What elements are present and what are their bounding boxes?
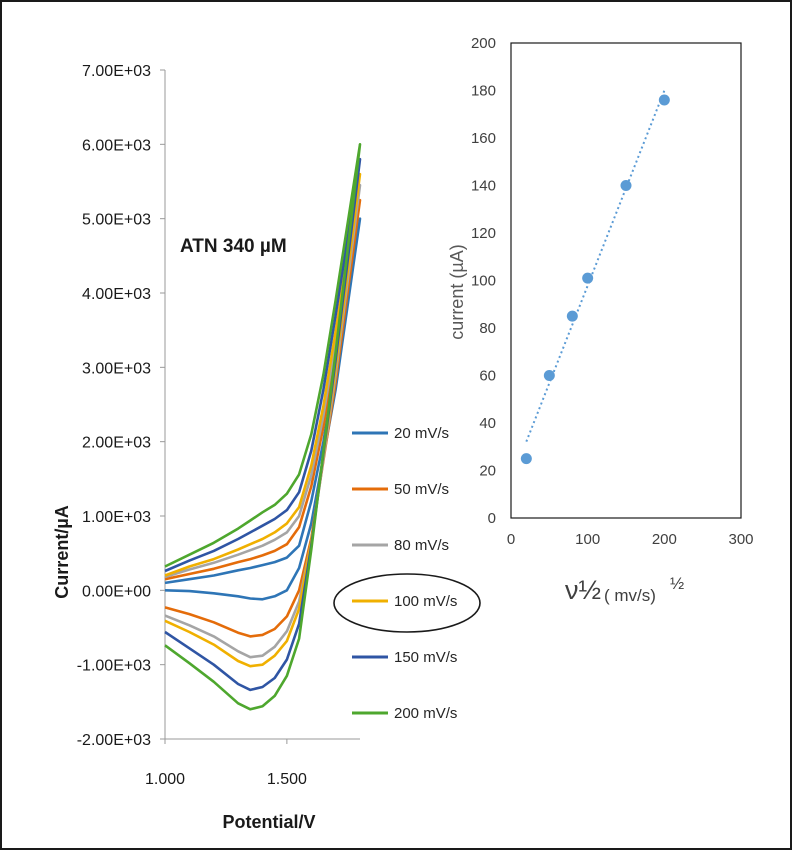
- cv-y-tick-label: 6.00E+03: [82, 137, 151, 154]
- cv-annotation: ATN 340 µM: [180, 236, 287, 257]
- cv-series-1: [164, 198, 362, 638]
- cv-y-tick-label: 4.00E+03: [82, 286, 151, 303]
- cv-legend-label: 200 mV/s: [394, 705, 457, 722]
- cv-y-tick-label: 0.00E+00: [82, 583, 151, 600]
- cv-x-tick-label: 1.000: [145, 771, 185, 788]
- cv-series-5: [164, 143, 362, 711]
- cv-legend-highlight-ellipse: [333, 573, 481, 633]
- cv-legend-label: 150 mV/s: [394, 649, 457, 666]
- cv-y-tick-label: -2.00E+03: [77, 732, 151, 749]
- cv-legend-label: 20 mV/s: [394, 425, 449, 442]
- cv-y-tick-label: 2.00E+03: [82, 435, 151, 452]
- cv-y-tick-label: 3.00E+03: [82, 360, 151, 377]
- cv-y-tick-label: 1.00E+03: [82, 509, 151, 526]
- cv-y-tick-label: 7.00E+03: [82, 63, 151, 80]
- cv-legend: 20 mV/s 50 mV/s 80 mV/s 100 mV/s 150 mV/s 200…: [333, 425, 481, 722]
- cv-y-axis-label: Current/µA: [52, 505, 72, 598]
- cv-legend-label: 100 mV/s: [394, 593, 457, 610]
- cv-legend-label: 50 mV/s: [394, 481, 449, 498]
- cv-legend-label: 80 mV/s: [394, 537, 449, 554]
- cv-y-tick-label: -1.00E+03: [77, 658, 151, 675]
- cv-x-axis-label: Potential/V: [222, 812, 315, 832]
- cv-x-tick-label: 1.500: [267, 771, 307, 788]
- cv-y-tick-label: 5.00E+03: [82, 212, 151, 229]
